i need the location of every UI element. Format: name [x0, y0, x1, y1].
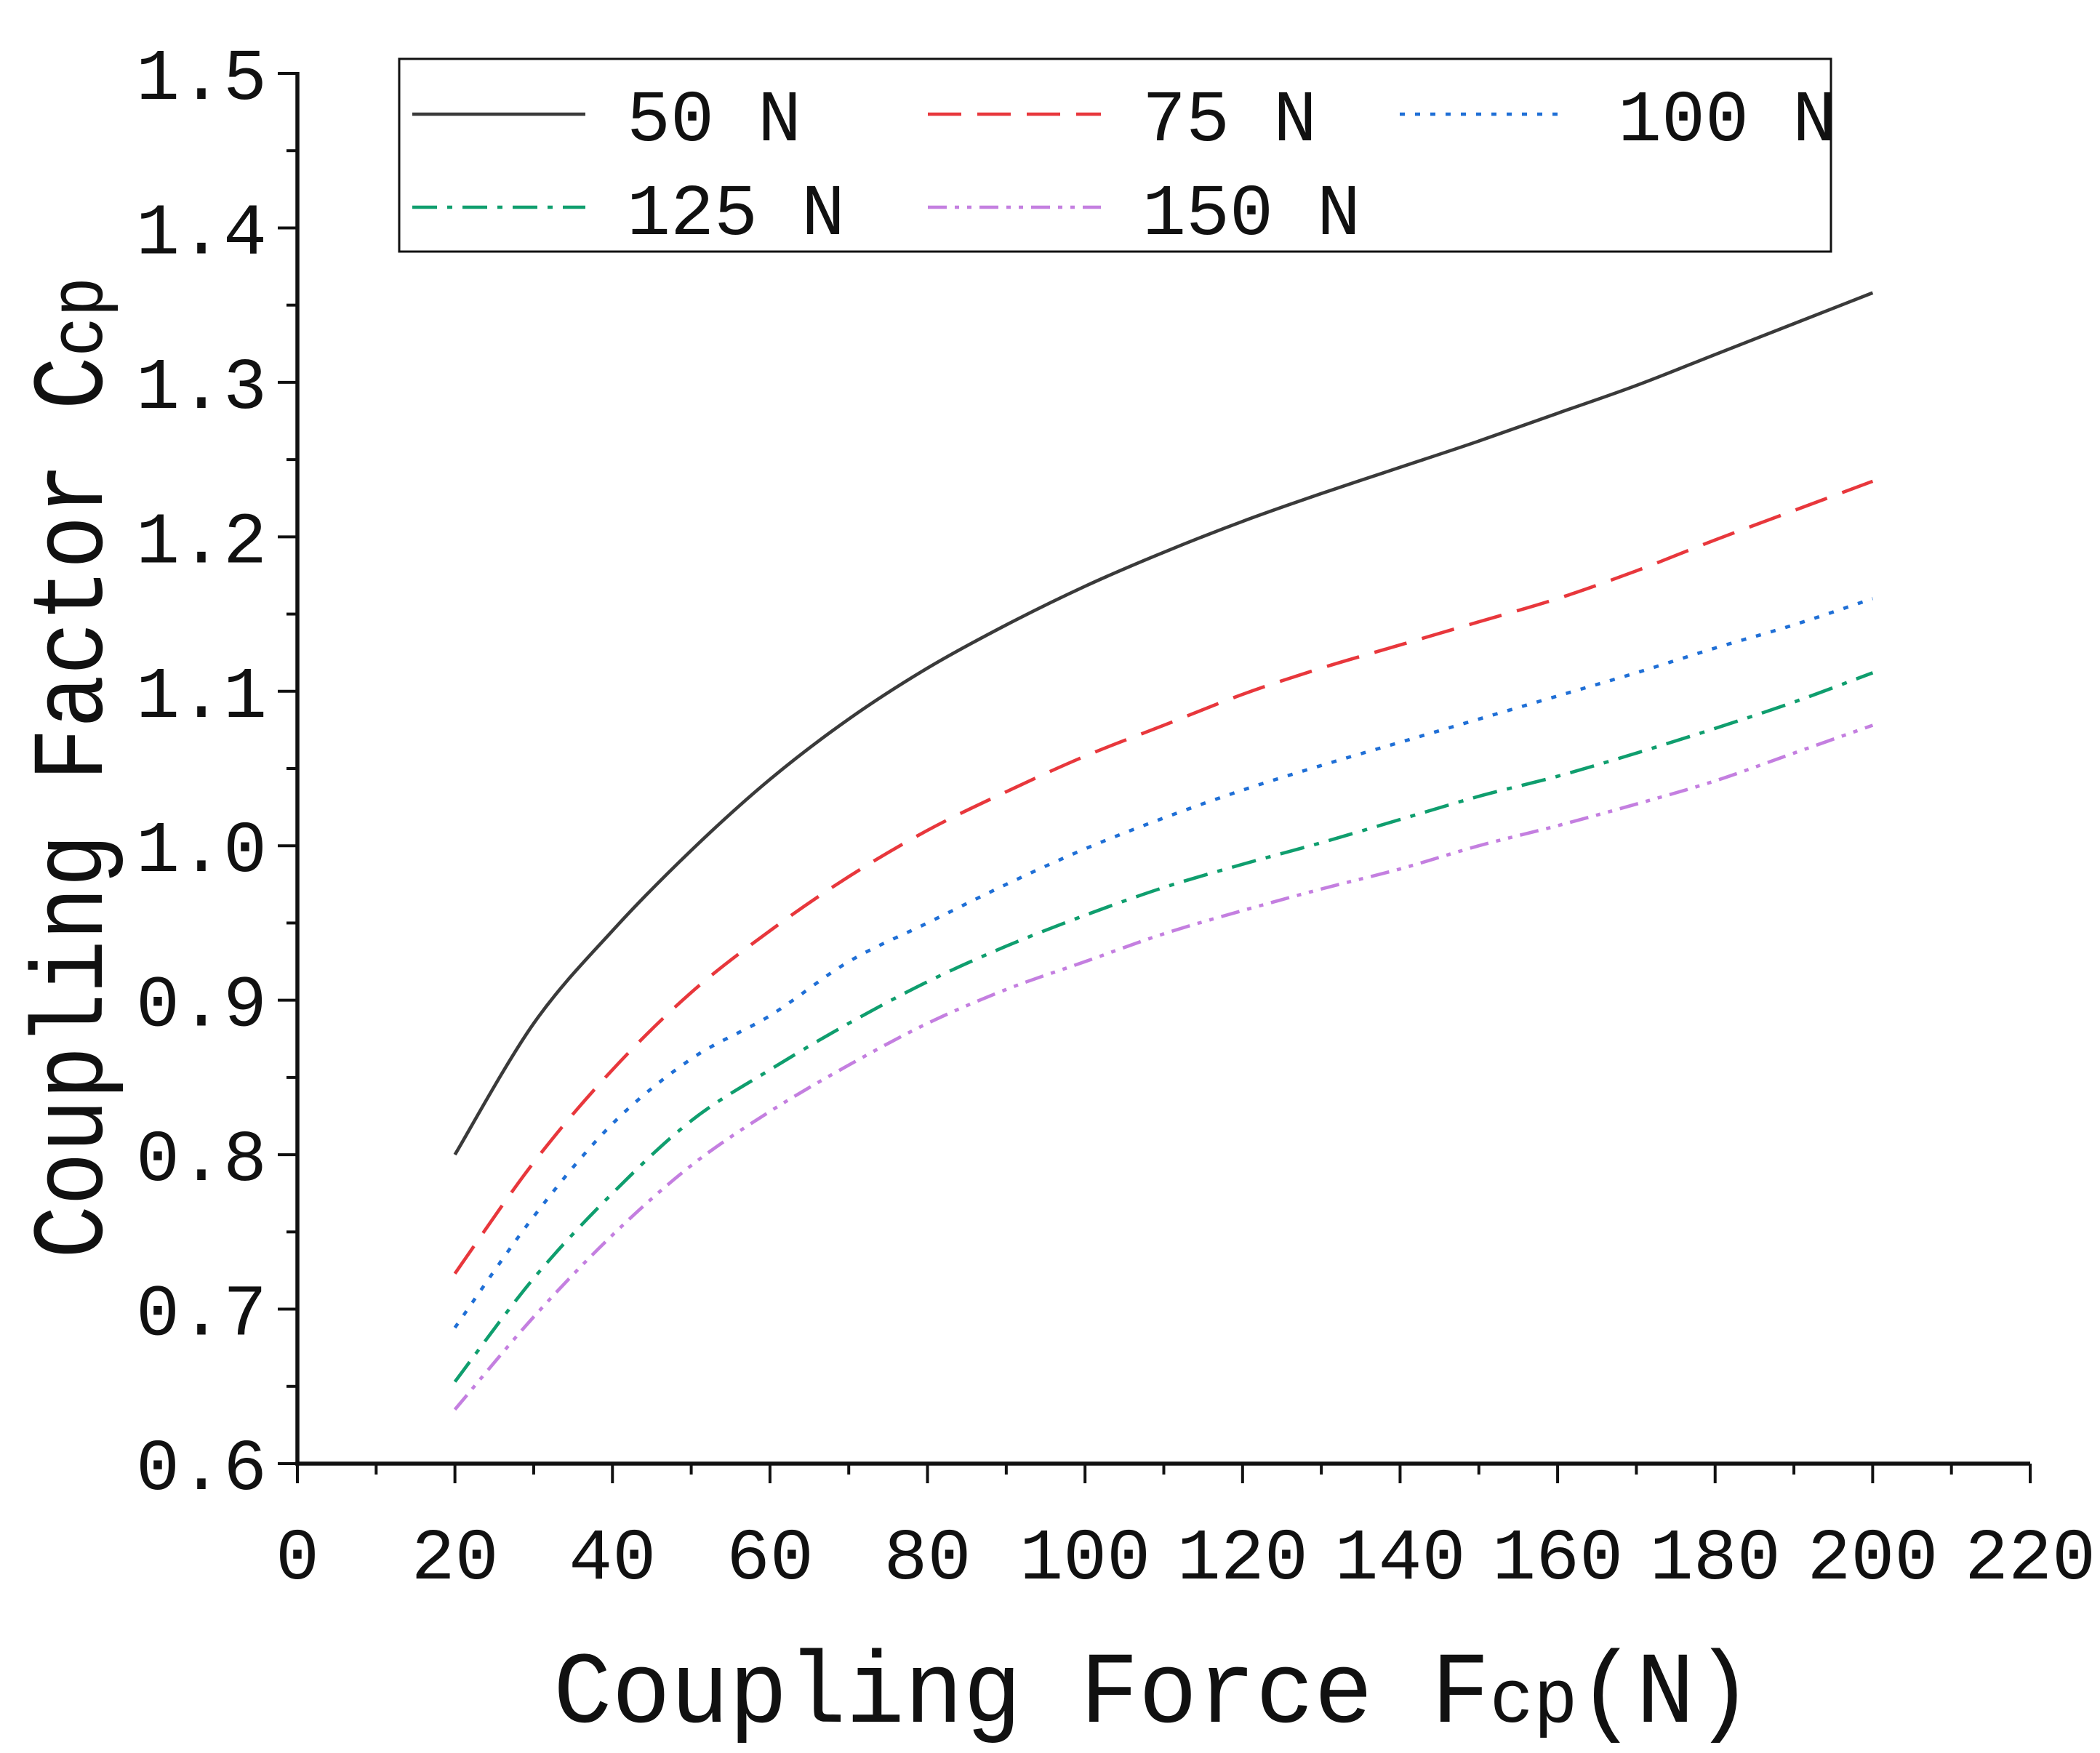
- series-line-75n: [453, 479, 1874, 1275]
- series-line-50n: [453, 291, 1874, 1156]
- x-tick-label: 180: [1650, 1519, 1781, 1601]
- y-tick-label: 1.4: [136, 193, 267, 276]
- legend-box: [398, 57, 1832, 253]
- legend-label: 100 N: [1618, 81, 1836, 163]
- x-tick-label: 20: [412, 1519, 499, 1601]
- x-axis-title-part: Coupling Force F: [553, 1637, 1490, 1753]
- x-tick-label: 200: [1807, 1519, 1938, 1601]
- y-axis-title-subscript: cp: [39, 277, 125, 356]
- x-tick-label: 140: [1334, 1519, 1465, 1601]
- y-tick-label: 0.6: [136, 1429, 267, 1512]
- x-tick-label: 80: [884, 1519, 971, 1601]
- y-axis-title: Coupling Factor Ccp: [17, 277, 133, 1259]
- legend-label: 75 N: [1142, 81, 1317, 163]
- x-tick-label: 40: [569, 1519, 656, 1601]
- y-axis-title-part: Coupling Factor C: [17, 356, 133, 1259]
- legend-label: 125 N: [627, 175, 845, 257]
- legend: 50 N 75 N 100 N 125 N 150 N: [398, 57, 1836, 257]
- x-tick-label: 220: [1965, 1519, 2096, 1601]
- axes-layer: 0.6 0.7 0.8 0.9 1.0 1.1 1.2 1.3 1.4 1.5 0 20 40 60 80 1…: [17, 39, 2096, 1753]
- y-tick-label: 1.5: [136, 39, 267, 121]
- series-line-100n: [453, 597, 1874, 1329]
- y-tick-label: 1.1: [136, 657, 267, 739]
- series-line-150n: [453, 723, 1874, 1411]
- y-tick-label: 1.3: [136, 348, 267, 430]
- legend-label: 150 N: [1142, 175, 1360, 257]
- series-line-125n: [453, 671, 1874, 1383]
- x-tick-label: 60: [726, 1519, 814, 1601]
- x-axis-title: Coupling Force Fcp(N): [553, 1637, 1753, 1753]
- legend-label: 50 N: [627, 81, 801, 163]
- x-axis-title-part: (N): [1578, 1637, 1753, 1753]
- series-layer: [453, 291, 1874, 1411]
- x-tick-label: 0: [276, 1519, 319, 1601]
- x-tick-label: 100: [1019, 1519, 1150, 1601]
- x-tick-label: 120: [1177, 1519, 1308, 1601]
- y-tick-label: 0.8: [136, 1120, 267, 1203]
- y-tick-label: 0.9: [136, 966, 267, 1048]
- y-tick-label: 0.7: [136, 1275, 267, 1357]
- y-tick-label: 1.2: [136, 502, 267, 585]
- y-tick-label: 1.0: [136, 811, 267, 894]
- x-tick-label: 160: [1492, 1519, 1623, 1601]
- x-axis-title-subscript: cp: [1490, 1658, 1578, 1745]
